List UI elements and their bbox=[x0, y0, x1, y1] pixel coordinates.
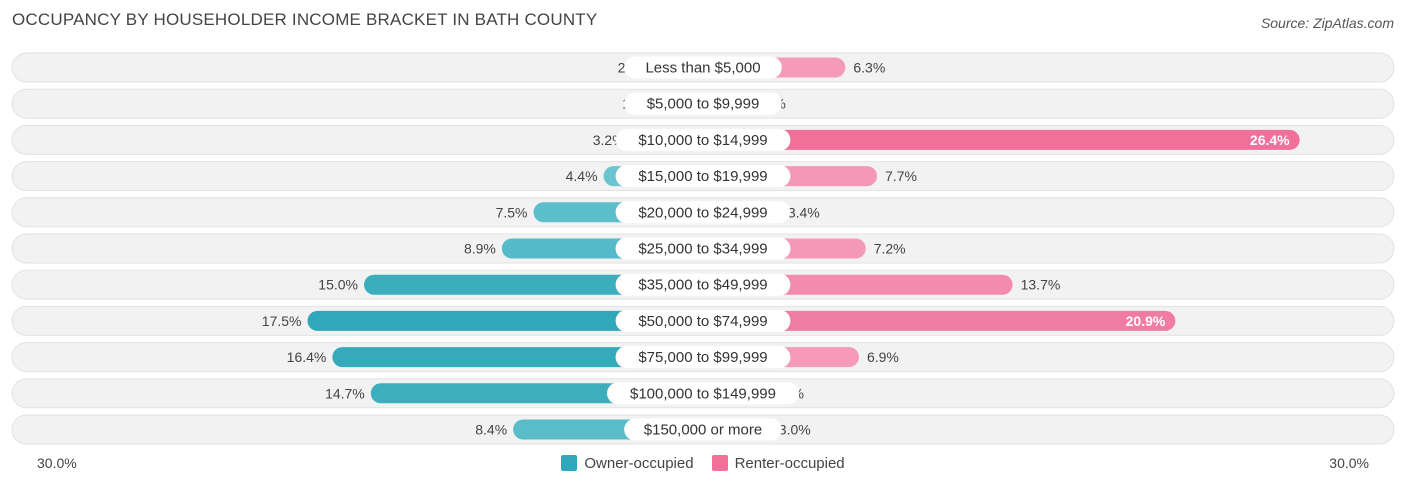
renter-value-label: 26.4% bbox=[1250, 132, 1290, 148]
category-label: $75,000 to $99,999 bbox=[638, 349, 767, 366]
source-credit: Source: ZipAtlas.com bbox=[1260, 15, 1394, 31]
category-label: $100,000 to $149,999 bbox=[630, 385, 776, 402]
category-label: $150,000 or more bbox=[644, 422, 762, 439]
axis-left-label: 30.0% bbox=[37, 455, 77, 471]
category-label: $10,000 to $14,999 bbox=[638, 132, 767, 149]
renter-value-label: 7.2% bbox=[874, 241, 906, 257]
renter-bar bbox=[703, 310, 1176, 331]
renter-value-label: 7.7% bbox=[885, 168, 917, 184]
legend: Owner-occupied Renter-occupied bbox=[0, 453, 1406, 473]
category-label-background bbox=[615, 201, 791, 224]
chart-title: OCCUPANCY BY HOUSEHOLDER INCOME BRACKET … bbox=[12, 10, 598, 29]
renter-value-label: 13.7% bbox=[1021, 277, 1061, 293]
renter-value-label: 6.9% bbox=[867, 349, 899, 365]
category-label: $25,000 to $34,999 bbox=[638, 241, 767, 258]
category-label: $5,000 to $9,999 bbox=[647, 96, 760, 113]
category-label-background bbox=[615, 346, 791, 369]
category-label-background bbox=[615, 309, 791, 332]
category-label-background bbox=[615, 273, 791, 296]
category-label-background bbox=[624, 418, 782, 441]
category-label-background bbox=[615, 237, 791, 260]
category-label-background bbox=[624, 92, 782, 115]
renter-bar bbox=[703, 129, 1300, 150]
owner-value-label: 17.5% bbox=[262, 313, 302, 329]
chart-svg: 2.1%6.3%Less than $5,0001.9%1.9%$5,000 t… bbox=[11, 52, 1395, 445]
renter-value-label: 3.4% bbox=[788, 204, 820, 220]
owner-value-label: 15.0% bbox=[318, 277, 358, 293]
owner-value-label: 4.4% bbox=[566, 168, 598, 184]
renter-value-label: 3.0% bbox=[779, 422, 811, 438]
owner-value-label: 8.9% bbox=[464, 241, 496, 257]
legend-label-renter: Renter-occupied bbox=[734, 454, 845, 472]
category-label-background bbox=[607, 382, 799, 405]
category-label-background bbox=[615, 165, 791, 188]
legend-label-owner: Owner-occupied bbox=[584, 454, 694, 472]
category-label-background bbox=[624, 56, 782, 79]
owner-value-label: 14.7% bbox=[325, 385, 365, 401]
category-label: Less than $5,000 bbox=[645, 60, 760, 77]
owner-value-label: 8.4% bbox=[475, 422, 507, 438]
category-label: $20,000 to $24,999 bbox=[638, 204, 767, 221]
legend-swatch-renter bbox=[711, 455, 728, 471]
legend-item-renter: Renter-occupied bbox=[711, 454, 845, 472]
owner-bar bbox=[332, 347, 703, 368]
axis-right-label: 30.0% bbox=[1329, 455, 1369, 471]
owner-value-label: 7.5% bbox=[496, 204, 528, 220]
category-label: $50,000 to $74,999 bbox=[638, 313, 767, 330]
category-label: $15,000 to $19,999 bbox=[638, 168, 767, 185]
owner-value-label: 16.4% bbox=[287, 349, 327, 365]
renter-value-label: 6.3% bbox=[853, 60, 885, 76]
legend-item-owner: Owner-occupied bbox=[561, 454, 694, 472]
owner-bar bbox=[307, 310, 703, 331]
renter-value-label: 20.9% bbox=[1126, 313, 1166, 329]
legend-swatch-owner bbox=[561, 455, 578, 471]
category-label: $35,000 to $49,999 bbox=[638, 277, 767, 294]
category-label-background bbox=[615, 128, 791, 151]
